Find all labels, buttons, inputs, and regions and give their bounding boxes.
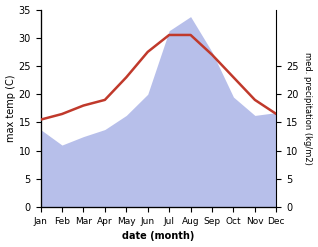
X-axis label: date (month): date (month) [122, 231, 195, 242]
Y-axis label: max temp (C): max temp (C) [5, 75, 16, 142]
Y-axis label: med. precipitation (kg/m2): med. precipitation (kg/m2) [303, 52, 313, 165]
